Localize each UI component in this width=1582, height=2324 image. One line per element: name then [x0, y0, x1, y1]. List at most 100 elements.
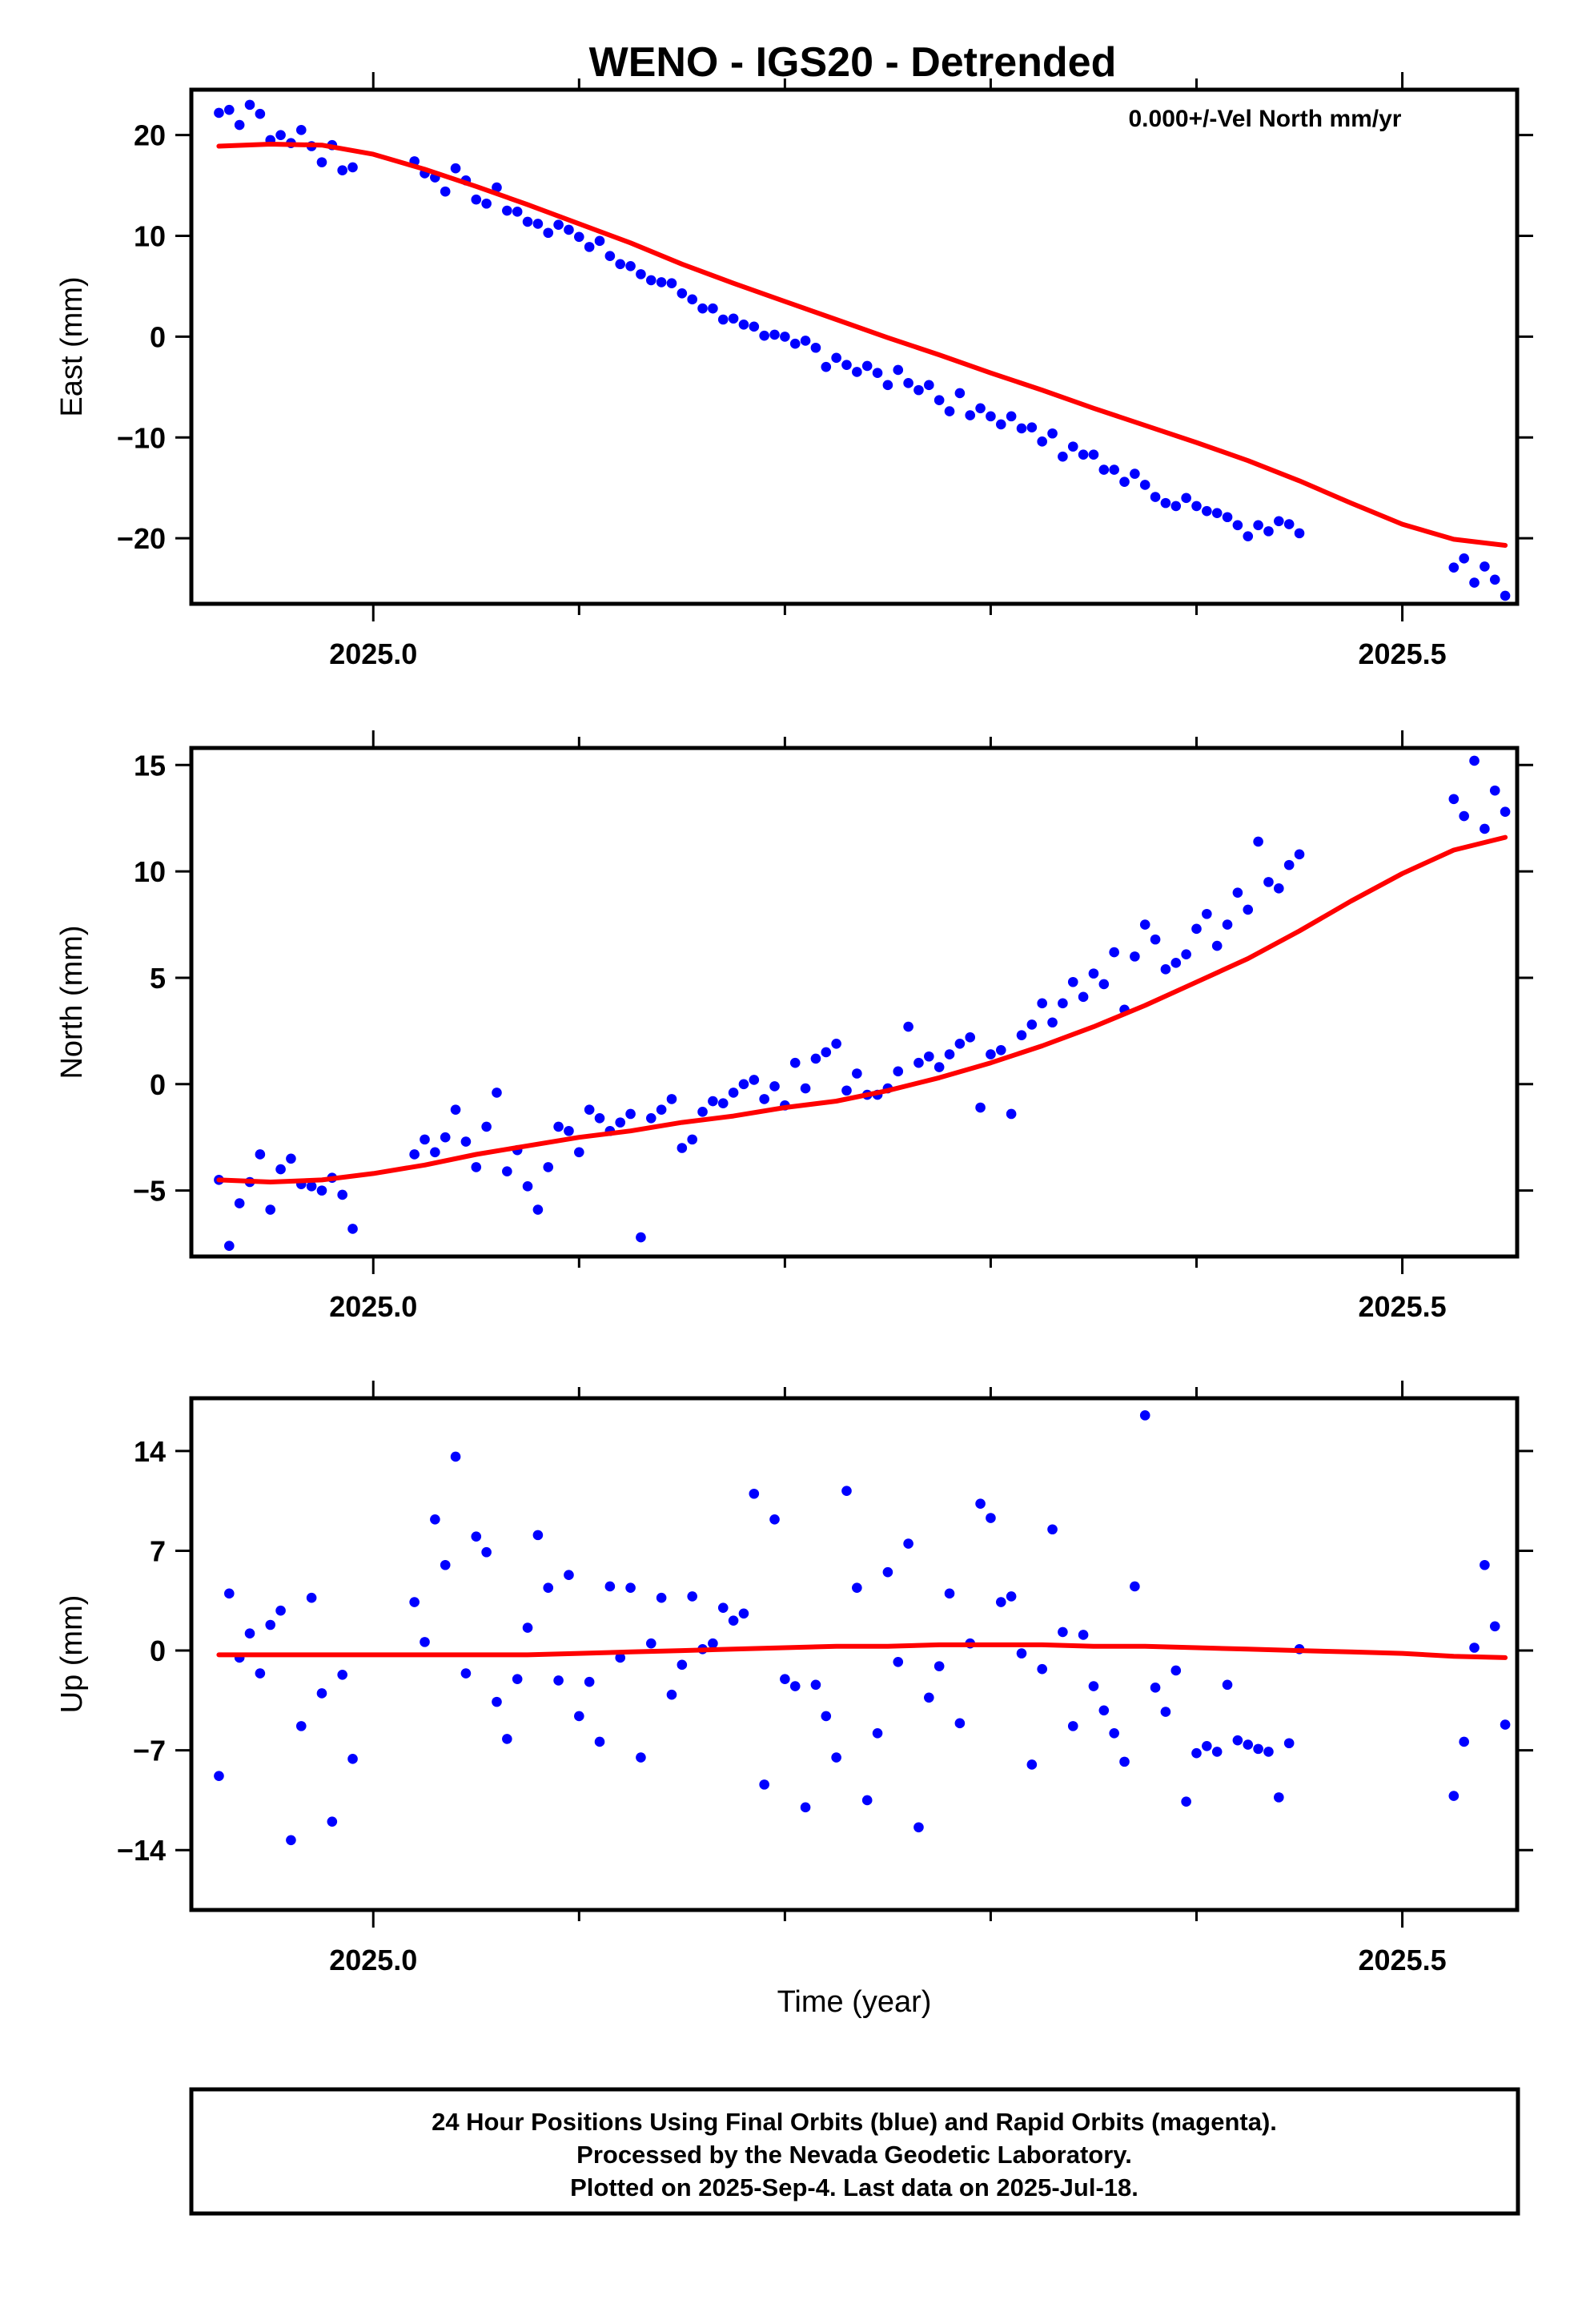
east-data-point — [780, 332, 790, 342]
north-data-point — [347, 1224, 358, 1234]
east-data-point — [656, 277, 667, 287]
north-data-point — [1170, 958, 1182, 968]
up-data-point — [810, 1679, 821, 1691]
east-data-point — [1160, 497, 1171, 509]
up-ytick-label: 0 — [150, 1634, 166, 1667]
up-data-point — [409, 1597, 420, 1607]
east-fit-line — [216, 142, 1508, 548]
north-data-point — [255, 1149, 266, 1160]
up-data-point — [604, 1581, 616, 1592]
north-data-point — [564, 1125, 574, 1136]
footer-line-1: 24 Hour Positions Using Final Orbits (bl… — [432, 2108, 1277, 2136]
east-data-point — [1191, 501, 1202, 512]
up-data-point — [286, 1835, 296, 1846]
north-data-point — [1211, 940, 1223, 951]
east-data-point — [821, 361, 832, 372]
north-data-point — [738, 1079, 749, 1090]
east-data-point — [234, 119, 245, 131]
north-data-point — [306, 1181, 317, 1192]
up-data-point — [759, 1779, 769, 1790]
up-data-point — [574, 1711, 584, 1722]
east-data-point — [1139, 480, 1150, 490]
up-data-point — [954, 1718, 966, 1729]
east-data-point — [1448, 562, 1460, 573]
east-data-point — [677, 287, 688, 299]
up-data-point — [821, 1711, 832, 1722]
north-xtick-label: 2025.0 — [329, 1290, 417, 1323]
north-data-point — [625, 1108, 636, 1120]
east-data-point — [861, 360, 873, 372]
east-data-point — [347, 162, 358, 173]
up-data-point — [893, 1656, 904, 1667]
east-data-point — [738, 320, 749, 330]
north-data-point — [677, 1143, 688, 1153]
up-data-point — [327, 1816, 338, 1827]
north-data-point — [1078, 991, 1089, 1003]
up-data-point — [625, 1582, 636, 1594]
up-data-point — [306, 1592, 317, 1603]
up-data-point — [1480, 1559, 1490, 1570]
north-frame — [189, 746, 1520, 1259]
up-data-point — [1243, 1739, 1254, 1750]
east-data-point — [1150, 492, 1161, 502]
up-plot-area — [214, 1410, 1511, 1846]
east-data-point — [223, 104, 235, 115]
north-data-point — [1459, 810, 1469, 822]
up-data-point — [1067, 1721, 1078, 1731]
north-data-point — [944, 1049, 955, 1059]
north-data-point — [594, 1113, 605, 1124]
east-panel: 2025.0 2025.5 20 10 0 −10 −20 East (mm) — [55, 72, 1533, 670]
east-data-point — [924, 380, 934, 391]
north-data-point — [645, 1113, 656, 1124]
east-data-point — [1222, 512, 1233, 523]
east-data-point — [1098, 464, 1110, 475]
north-data-point — [1480, 823, 1490, 834]
north-data-point — [409, 1149, 420, 1160]
up-data-point — [460, 1668, 472, 1679]
east-data-point — [1480, 561, 1490, 572]
east-data-point — [934, 395, 945, 406]
up-data-point — [594, 1736, 605, 1747]
north-data-point — [1016, 1030, 1027, 1040]
up-data-point — [1058, 1626, 1068, 1638]
north-data-point — [656, 1104, 667, 1115]
east-ylabel: East (mm) — [55, 276, 89, 416]
east-data-point — [522, 216, 533, 227]
up-data-point — [450, 1451, 461, 1462]
north-data-point — [954, 1039, 966, 1049]
north-data-point — [831, 1039, 841, 1049]
north-data-point — [1160, 964, 1171, 975]
up-data-point — [337, 1670, 347, 1680]
east-data-point — [543, 227, 554, 239]
up-data-point — [677, 1659, 688, 1671]
north-data-point — [687, 1134, 697, 1145]
up-data-point — [471, 1531, 482, 1542]
east-data-point — [584, 242, 595, 252]
north-data-point — [841, 1085, 852, 1096]
north-data-point — [1283, 859, 1295, 870]
north-data-point — [913, 1057, 924, 1068]
north-data-point — [1469, 755, 1480, 766]
east-data-point — [965, 410, 976, 420]
east-data-point — [749, 321, 760, 332]
east-ytick-label: −20 — [117, 522, 166, 555]
east-data-point — [1469, 577, 1480, 588]
up-data-point — [975, 1498, 986, 1510]
east-data-point — [1232, 520, 1243, 531]
up-data-point — [882, 1566, 893, 1578]
east-data-point — [1274, 516, 1284, 527]
north-data-point — [1243, 904, 1254, 915]
north-data-point — [1263, 877, 1274, 887]
up-data-point — [1191, 1747, 1202, 1759]
up-data-point — [440, 1559, 451, 1570]
north-data-point — [615, 1117, 626, 1128]
up-data-point — [656, 1592, 667, 1603]
east-data-point — [954, 388, 966, 399]
east-data-point — [1016, 423, 1027, 434]
up-data-point — [512, 1674, 523, 1684]
up-data-point — [502, 1734, 512, 1744]
up-data-point — [1139, 1410, 1150, 1421]
north-data-point — [934, 1062, 945, 1072]
up-data-point — [1026, 1759, 1038, 1770]
